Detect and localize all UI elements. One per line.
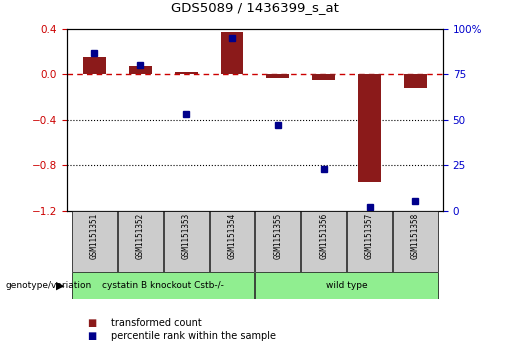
Text: ■: ■ <box>88 318 97 328</box>
Bar <box>312 74 335 80</box>
Bar <box>72 272 254 299</box>
Bar <box>393 211 438 272</box>
Bar <box>118 211 163 272</box>
Text: GSM1151355: GSM1151355 <box>273 212 282 259</box>
Text: GSM1151358: GSM1151358 <box>411 212 420 259</box>
Bar <box>210 211 254 272</box>
Text: GSM1151352: GSM1151352 <box>136 212 145 259</box>
Bar <box>83 57 106 74</box>
Bar <box>72 211 117 272</box>
Text: ▶: ▶ <box>56 281 64 291</box>
Bar <box>358 74 381 182</box>
Text: GSM1151357: GSM1151357 <box>365 212 374 259</box>
Text: wild type: wild type <box>326 281 367 290</box>
Text: GDS5089 / 1436399_s_at: GDS5089 / 1436399_s_at <box>171 1 339 15</box>
Bar <box>255 211 300 272</box>
Bar <box>301 211 346 272</box>
Bar <box>129 66 152 74</box>
Text: genotype/variation: genotype/variation <box>5 281 91 290</box>
Bar <box>164 211 209 272</box>
Text: ■: ■ <box>88 331 97 341</box>
Text: cystatin B knockout Cstb-/-: cystatin B knockout Cstb-/- <box>102 281 224 290</box>
Bar <box>220 32 244 74</box>
Text: percentile rank within the sample: percentile rank within the sample <box>111 331 276 341</box>
Text: GSM1151354: GSM1151354 <box>228 212 236 259</box>
Bar <box>175 72 198 74</box>
Bar <box>266 74 289 78</box>
Bar <box>347 211 392 272</box>
Bar <box>404 74 427 88</box>
Text: transformed count: transformed count <box>111 318 201 328</box>
Text: GSM1151353: GSM1151353 <box>182 212 191 259</box>
Bar <box>255 272 438 299</box>
Text: GSM1151351: GSM1151351 <box>90 212 99 259</box>
Text: GSM1151356: GSM1151356 <box>319 212 328 259</box>
